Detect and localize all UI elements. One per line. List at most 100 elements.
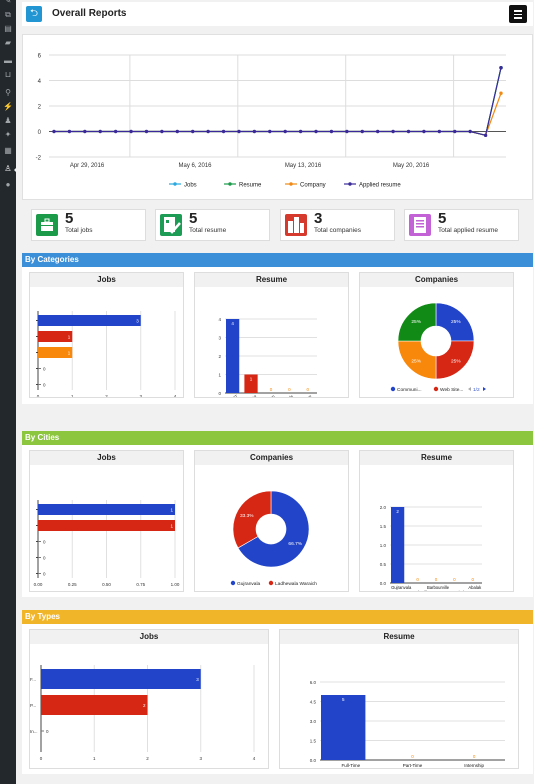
bar [38, 331, 73, 342]
x-tick-label: 0 [40, 756, 43, 761]
slice-label: 25% [411, 319, 421, 325]
data-label: 1 [170, 523, 173, 528]
data-label: 0 [270, 387, 273, 392]
x-tick-label: 1.00 [171, 582, 180, 587]
legend-prev-icon [468, 387, 471, 391]
stat-label: Total jobs [65, 227, 93, 234]
data-point [437, 129, 442, 134]
x-tick-label: 3 [199, 756, 202, 761]
data-label: 3 [136, 318, 139, 323]
data-label: 0 [288, 387, 291, 392]
y-tick-label: 4.5 [310, 699, 317, 704]
card-category-jobs: Jobs 0 1 2 3 4 3 1 1 0 0 [29, 272, 184, 399]
x-tick-label: May 13, 2016 [285, 163, 322, 169]
pages-icon[interactable]: ⧉ [5, 10, 11, 19]
comments-icon[interactable]: ▰ [4, 38, 12, 47]
card-city-resume: Resume 2.0 1.5 1.0 0.5 0.0 2 0 0 0 0 GujranvalaOak… [359, 450, 514, 595]
data-point [175, 129, 180, 134]
data-point [314, 129, 318, 134]
data-label: 2 [143, 703, 146, 708]
admin-sidebar: ✎ ⧉ ▤ ▰ ▬ ⊔ ⚲ ⚡ ♟ ✦ ▦ ♙ ● [0, 0, 17, 784]
data-label: 0 [416, 577, 419, 582]
stat-card-jobs[interactable]: 5 Total jobs [31, 209, 146, 241]
data-label: 1 [170, 507, 173, 512]
category-label: Engineering [236, 393, 258, 397]
users-icon[interactable]: ♟ [4, 116, 12, 125]
buildings-icon [285, 214, 307, 236]
card-city-companies: Companies 66.7% 33.3% Gujranvala Ladhewala … [194, 450, 349, 592]
media-icon[interactable]: ▤ [4, 24, 12, 33]
plugins-icon[interactable]: ⚡ [3, 102, 13, 111]
stat-label: Total applied resume [438, 227, 498, 234]
category-label: Internship [464, 763, 484, 768]
slice-label: 25% [451, 319, 461, 325]
stat-value: 5 [65, 210, 74, 227]
legend-marker [289, 182, 293, 186]
tools-icon[interactable]: ✎ [4, 0, 12, 5]
y-tick-label: 3 [218, 335, 221, 340]
pin-icon[interactable]: ⚲ [5, 88, 11, 97]
series-line [54, 93, 502, 137]
y-tick-label: 4 [218, 317, 221, 322]
data-point [375, 129, 380, 134]
stat-card-resume[interactable]: 5 Total resume [155, 209, 270, 241]
card-type-resume: Resume 6.0 4.5 3.0 1.5 0.0 5 0 0 Full-Time Part-T… [279, 629, 519, 769]
city-companies-chart: 66.7% 33.3% Gujranvala Ladhewala Waraich [230, 490, 317, 587]
data-label: 0 [472, 577, 475, 582]
overview-line-chart: 6 4 2 0 -2 Apr 29, 2016 May 6, 2016 May 13, 201… [36, 54, 506, 189]
category-label: Oak Hill [412, 590, 427, 591]
section-header-categories: By Categories [22, 253, 533, 267]
menu-button[interactable] [509, 5, 527, 23]
data-point [160, 129, 164, 134]
cart-icon[interactable]: ⊔ [4, 70, 12, 79]
legend-marker [230, 580, 236, 586]
legend-label: Company [300, 183, 326, 189]
data-label: 1 [68, 350, 71, 355]
x-tick-label: 0.25 [68, 582, 77, 587]
settings-icon[interactable]: ▦ [4, 146, 12, 155]
page-title: Overall Reports [52, 8, 127, 19]
y-tick-label: 4 [38, 79, 42, 85]
hamburger-icon [514, 10, 522, 12]
data-label: 0 [43, 366, 46, 371]
back-button[interactable]: ⮌ [26, 6, 42, 22]
section-cities: Jobs 0.00 0.25 0.50 0.75 1.00 1 1 0 0 0 Companies… [22, 445, 533, 597]
x-tick-label: 0 [37, 394, 40, 397]
applied-document-icon [409, 214, 431, 236]
legend-marker [390, 386, 396, 392]
bar [38, 315, 141, 326]
data-label: 1 [68, 334, 71, 339]
menu-icon[interactable]: ▬ [4, 56, 12, 65]
data-point [67, 129, 72, 134]
bar [38, 347, 73, 358]
data-label: 0 [453, 577, 456, 582]
legend-label: Gujranvala [237, 581, 261, 587]
data-point [237, 129, 241, 134]
slice-label: 33.3% [240, 513, 254, 519]
briefcase-icon [36, 214, 58, 236]
category-resume-chart: 4321041000Computer/ITEngineeringAirport … [216, 317, 317, 415]
city-jobs-chart: 0.00 0.25 0.50 0.75 1.00 1 1 0 0 0 [34, 500, 180, 587]
stat-card-applied-resume[interactable]: 5 Total applied resume [404, 209, 519, 241]
data-label: 2 [396, 509, 399, 514]
card-title: Jobs [30, 273, 183, 287]
data-point [144, 129, 149, 134]
collapse-icon[interactable]: ● [5, 180, 11, 189]
y-tick-label: 6.0 [310, 680, 317, 685]
legend-label: Communi... [397, 387, 422, 393]
data-point [360, 129, 364, 134]
legend-marker [268, 580, 274, 586]
data-point [283, 129, 287, 134]
wrench-icon[interactable]: ✦ [4, 130, 12, 139]
data-point [391, 129, 395, 134]
data-label: 0 [43, 555, 46, 560]
main-content: ⮌ Overall Reports 6 4 2 0 -2 Apr 29, 2016 May … [16, 0, 534, 784]
data-label: 0 [46, 729, 49, 734]
category-label: Kattori-ch [447, 590, 466, 591]
stat-card-companies[interactable]: 3 Total companies [280, 209, 395, 241]
category-label: Part-Time [403, 763, 423, 768]
x-tick-label: 1 [93, 756, 96, 761]
job-manager-icon[interactable]: ♙ [4, 164, 17, 173]
bar [244, 374, 258, 393]
category-label: F... [30, 677, 36, 682]
